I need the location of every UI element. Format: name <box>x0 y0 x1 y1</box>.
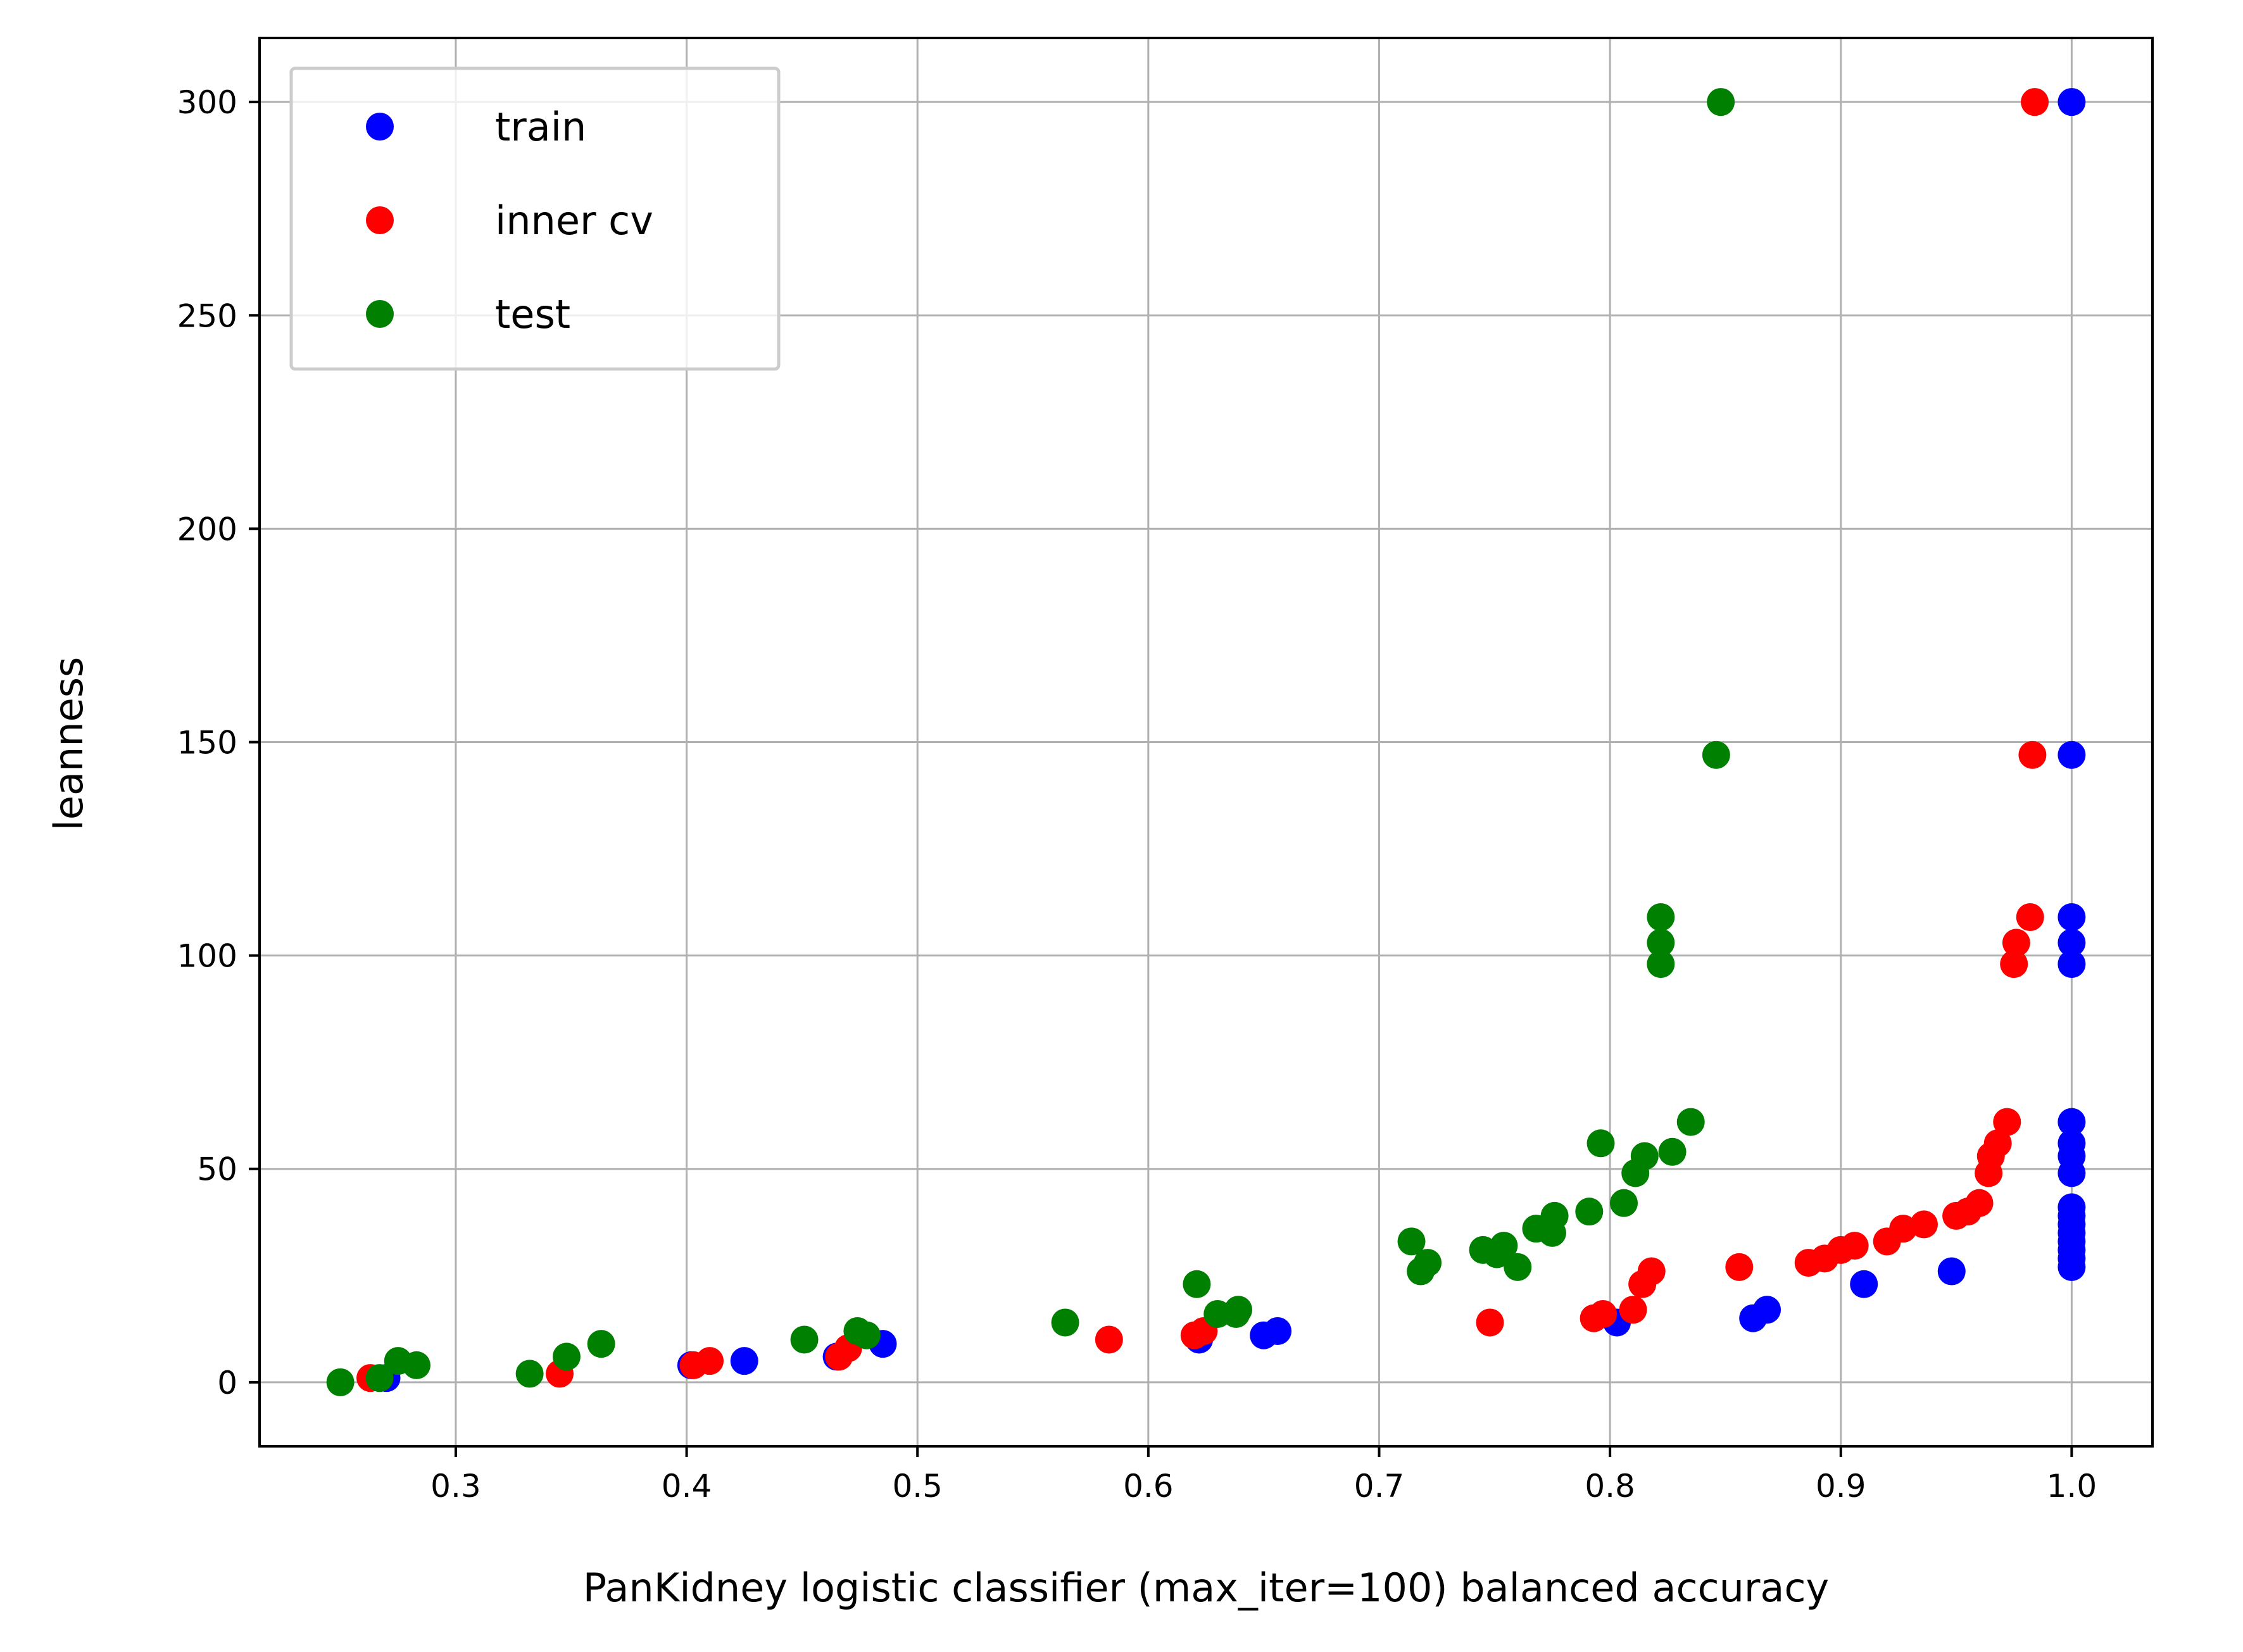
data-point <box>696 1347 724 1375</box>
y-tick-label: 0 <box>217 1365 237 1401</box>
x-tick-label: 0.4 <box>662 1468 712 1505</box>
data-point <box>1850 1270 1878 1298</box>
legend: train inner cv test <box>289 66 781 371</box>
data-point <box>326 1368 355 1396</box>
data-point <box>1586 1129 1615 1158</box>
series-test <box>326 88 1735 1396</box>
data-point <box>365 1364 394 1392</box>
data-point <box>1702 741 1730 769</box>
legend-label-train: train <box>495 104 586 150</box>
data-point <box>1889 1215 1918 1243</box>
data-point <box>2058 741 2086 769</box>
data-point <box>1619 1296 1647 1324</box>
data-point <box>2058 1108 2086 1136</box>
data-point <box>1937 1257 1966 1286</box>
x-tick-label: 0.5 <box>892 1468 943 1505</box>
data-point <box>402 1351 430 1379</box>
data-point <box>1840 1232 1869 1260</box>
data-point <box>730 1347 758 1375</box>
x-tick-label: 0.6 <box>1123 1468 1174 1505</box>
y-axis-label: leanness <box>46 657 92 831</box>
y-tick-label: 150 <box>177 725 237 761</box>
legend-marker-test <box>366 300 394 328</box>
legend-marker-train <box>366 113 394 141</box>
data-point <box>1095 1325 1123 1354</box>
data-point <box>1540 1201 1569 1230</box>
data-point <box>1647 903 1675 931</box>
data-point <box>2058 1193 2086 1222</box>
data-point <box>1397 1227 1426 1256</box>
data-point <box>1051 1308 1079 1337</box>
x-tick-label: 0.9 <box>1816 1468 1866 1505</box>
legend-box <box>289 66 781 371</box>
grid-lines <box>260 38 2152 1446</box>
data-point <box>2021 88 2049 116</box>
y-tick-label: 200 <box>177 511 237 548</box>
data-point <box>1753 1296 1781 1324</box>
data-point <box>2002 929 2030 957</box>
data-point <box>1224 1296 1253 1324</box>
data-point <box>1676 1108 1705 1136</box>
data-point <box>2018 741 2047 769</box>
data-point <box>790 1325 819 1354</box>
data-point <box>552 1342 581 1371</box>
data-point <box>1647 929 1675 957</box>
data-point <box>1504 1253 1532 1281</box>
data-point <box>2058 950 2086 979</box>
data-point <box>1647 950 1675 979</box>
data-point <box>2058 1129 2086 1158</box>
y-tick-label: 100 <box>177 938 237 975</box>
x-axis-label: PanKidney logistic classifier (max_iter=… <box>583 1565 1829 1611</box>
data-point <box>1725 1253 1754 1281</box>
data-point <box>587 1330 615 1358</box>
data-point <box>1490 1232 1518 1260</box>
data-point <box>2058 929 2086 957</box>
data-point <box>2000 950 2028 979</box>
data-point <box>1264 1317 1292 1345</box>
data-point <box>2058 903 2086 931</box>
x-tick-label: 1.0 <box>2047 1468 2097 1505</box>
data-point <box>1637 1257 1666 1286</box>
data-point <box>1983 1129 2012 1158</box>
legend-label-inner-cv: inner cv <box>495 197 653 244</box>
data-point <box>852 1321 881 1349</box>
y-tick-label: 250 <box>177 297 237 334</box>
data-point <box>1575 1198 1604 1226</box>
y-tick-label: 300 <box>177 84 237 121</box>
data-point <box>515 1360 544 1388</box>
data-point <box>2058 88 2086 116</box>
y-tick-label: 50 <box>197 1151 237 1188</box>
series-inner-cv <box>356 88 2049 1392</box>
data-point <box>2016 903 2044 931</box>
legend-label-test: test <box>495 291 570 337</box>
x-tick-label: 0.8 <box>1585 1468 1635 1505</box>
data-points <box>326 88 2086 1396</box>
data-point <box>1476 1308 1504 1337</box>
data-point <box>1707 88 1735 116</box>
data-point <box>1965 1189 1994 1217</box>
legend-marker-inner-cv <box>366 206 394 234</box>
data-point <box>1993 1108 2021 1136</box>
data-point <box>1630 1142 1659 1170</box>
data-point <box>1658 1137 1687 1166</box>
axis-ticks: 0.3 0.4 0.5 0.6 0.7 0.8 0.9 1.0 0 50 100 150 200 250 3… <box>177 84 2097 1505</box>
data-point <box>1589 1299 1618 1328</box>
data-point <box>1609 1189 1638 1217</box>
x-tick-label: 0.3 <box>430 1468 481 1505</box>
data-point <box>1183 1270 1211 1298</box>
data-point <box>1414 1249 1442 1277</box>
x-tick-label: 0.7 <box>1354 1468 1405 1505</box>
data-point <box>1910 1210 1938 1239</box>
